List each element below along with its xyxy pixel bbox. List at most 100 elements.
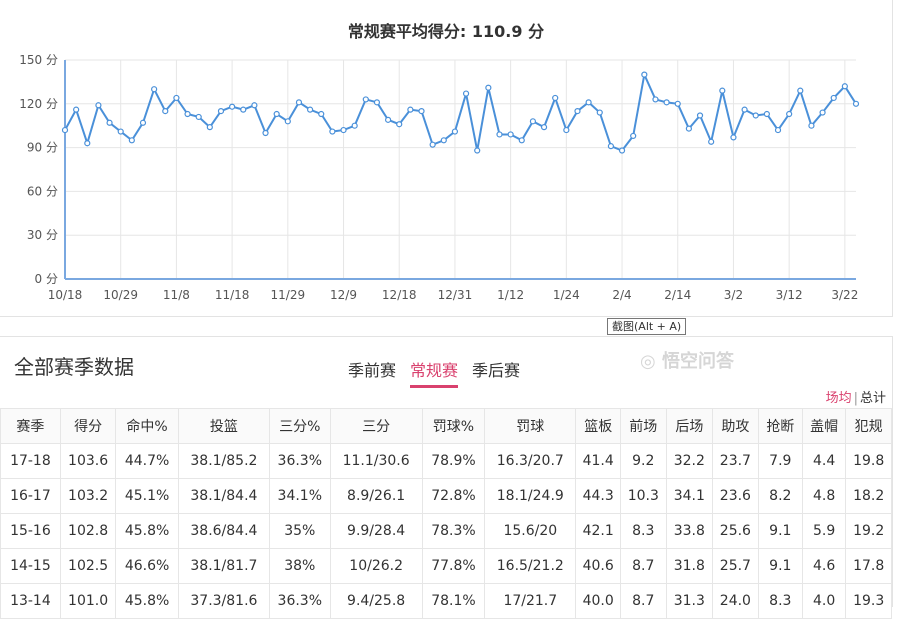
data-point [429,141,436,148]
data-point [318,110,325,118]
column-header[interactable]: 犯规 [845,408,892,444]
tab-playoffs[interactable]: 季后赛 [472,361,521,380]
x-tick-label: 3/2 [724,288,743,302]
table-cell: 36.3% [269,443,331,479]
table-cell: 17/21.7 [484,583,577,619]
tab-preseason[interactable]: 季前赛 [348,361,397,380]
table-cell: 38.1/81.7 [177,548,271,584]
data-point [485,84,492,91]
data-point [630,132,637,140]
data-point [496,131,503,138]
section-title: 全部赛季数据 [14,355,134,379]
table-cell: 41.4 [575,443,621,479]
data-point [696,112,704,119]
table-cell: 8.3 [757,583,803,619]
column-header[interactable]: 盖帽 [801,408,847,444]
data-point [351,122,358,129]
table-cell: 4.4 [801,443,847,479]
data-point [808,122,815,129]
column-header[interactable]: 三分 [329,408,423,444]
data-point [741,106,748,113]
data-point [117,128,124,135]
table-row: 15-16 102.8 45.8% 38.6/84.4 35% 9.9/28.4 78.3%… [0,513,892,549]
column-header[interactable]: 罚球 [484,408,577,444]
data-point [396,121,403,128]
data-point [251,102,258,109]
x-tick-label: 2/4 [612,288,631,302]
mode-per-game[interactable]: 场均 [825,391,852,406]
column-header[interactable]: 三分% [269,408,331,444]
table-cell: 33.8 [665,513,714,549]
table-cell: 15-16 [0,513,61,549]
table-cell: 103.2 [59,478,117,514]
data-point [462,90,470,97]
table-cell: 102.8 [59,513,117,549]
table-cell: 16-17 [0,478,61,514]
table-cell: 4.8 [801,478,847,514]
table-cell: 78.9% [421,443,486,479]
data-point [474,147,481,154]
tab-regular-season[interactable]: 常规赛 [410,357,459,388]
data-point [173,94,180,102]
column-header[interactable]: 命中% [115,408,179,444]
data-point [284,118,291,125]
column-header[interactable]: 助攻 [712,408,759,444]
table-cell: 4.0 [801,583,847,619]
data-point [574,107,581,115]
data-point [841,83,848,90]
data-point [229,103,236,110]
data-point [774,126,782,134]
x-tick-label: 11/18 [215,288,250,302]
table-cell: 78.1% [421,583,486,619]
data-point [708,138,715,145]
table-cell: 38.1/85.2 [177,443,271,479]
table-cell: 44.3 [575,478,621,514]
table-cell: 17-18 [0,443,61,479]
column-header[interactable]: 投篮 [177,408,271,444]
column-header[interactable]: 抢断 [757,408,803,444]
data-point [563,126,570,134]
table-cell: 45.8% [115,583,179,619]
data-point [618,147,626,154]
y-tick-label: 0 分 [35,272,58,286]
table-cell: 23.6 [712,478,759,514]
table-cell: 72.8% [421,478,486,514]
data-point [384,116,392,123]
data-point [162,107,169,115]
column-header[interactable]: 罚球% [421,408,486,444]
data-point [507,131,514,138]
data-point [752,112,759,119]
data-point [797,87,804,94]
data-point [128,137,135,144]
x-tick-label: 1/24 [553,288,580,302]
stat-mode-toggle: 场均 | 总计 [826,387,886,406]
column-header[interactable]: 赛季 [0,408,61,444]
data-point [663,99,670,106]
column-header[interactable]: 得分 [59,408,117,444]
data-point [206,124,213,131]
table-cell: 19.2 [845,513,892,549]
x-tick-label: 3/22 [831,288,858,302]
x-tick-label: 12/18 [382,288,417,302]
table-cell: 10.3 [620,478,667,514]
y-tick-label: 120 分 [19,97,58,111]
table-cell: 13-14 [0,583,61,619]
data-point [529,118,537,125]
table-cell: 23.7 [712,443,759,479]
table-cell: 34.1 [665,478,714,514]
data-point [184,110,191,118]
data-point [407,106,414,113]
table-cell: 9.4/25.8 [329,583,423,619]
data-point [730,134,737,141]
column-header[interactable]: 后场 [665,408,714,444]
mode-total[interactable]: 总计 [859,391,886,406]
data-point [195,113,202,121]
chart-title: 常规赛平均得分: 110.9 分 [347,22,545,41]
data-point [641,71,648,78]
table-cell: 5.9 [801,513,847,549]
data-point [852,100,860,107]
x-tick-label: 11/8 [163,288,190,302]
column-header[interactable]: 篮板 [575,408,621,444]
y-tick-label: 150 分 [19,53,58,67]
column-header[interactable]: 前场 [620,408,667,444]
